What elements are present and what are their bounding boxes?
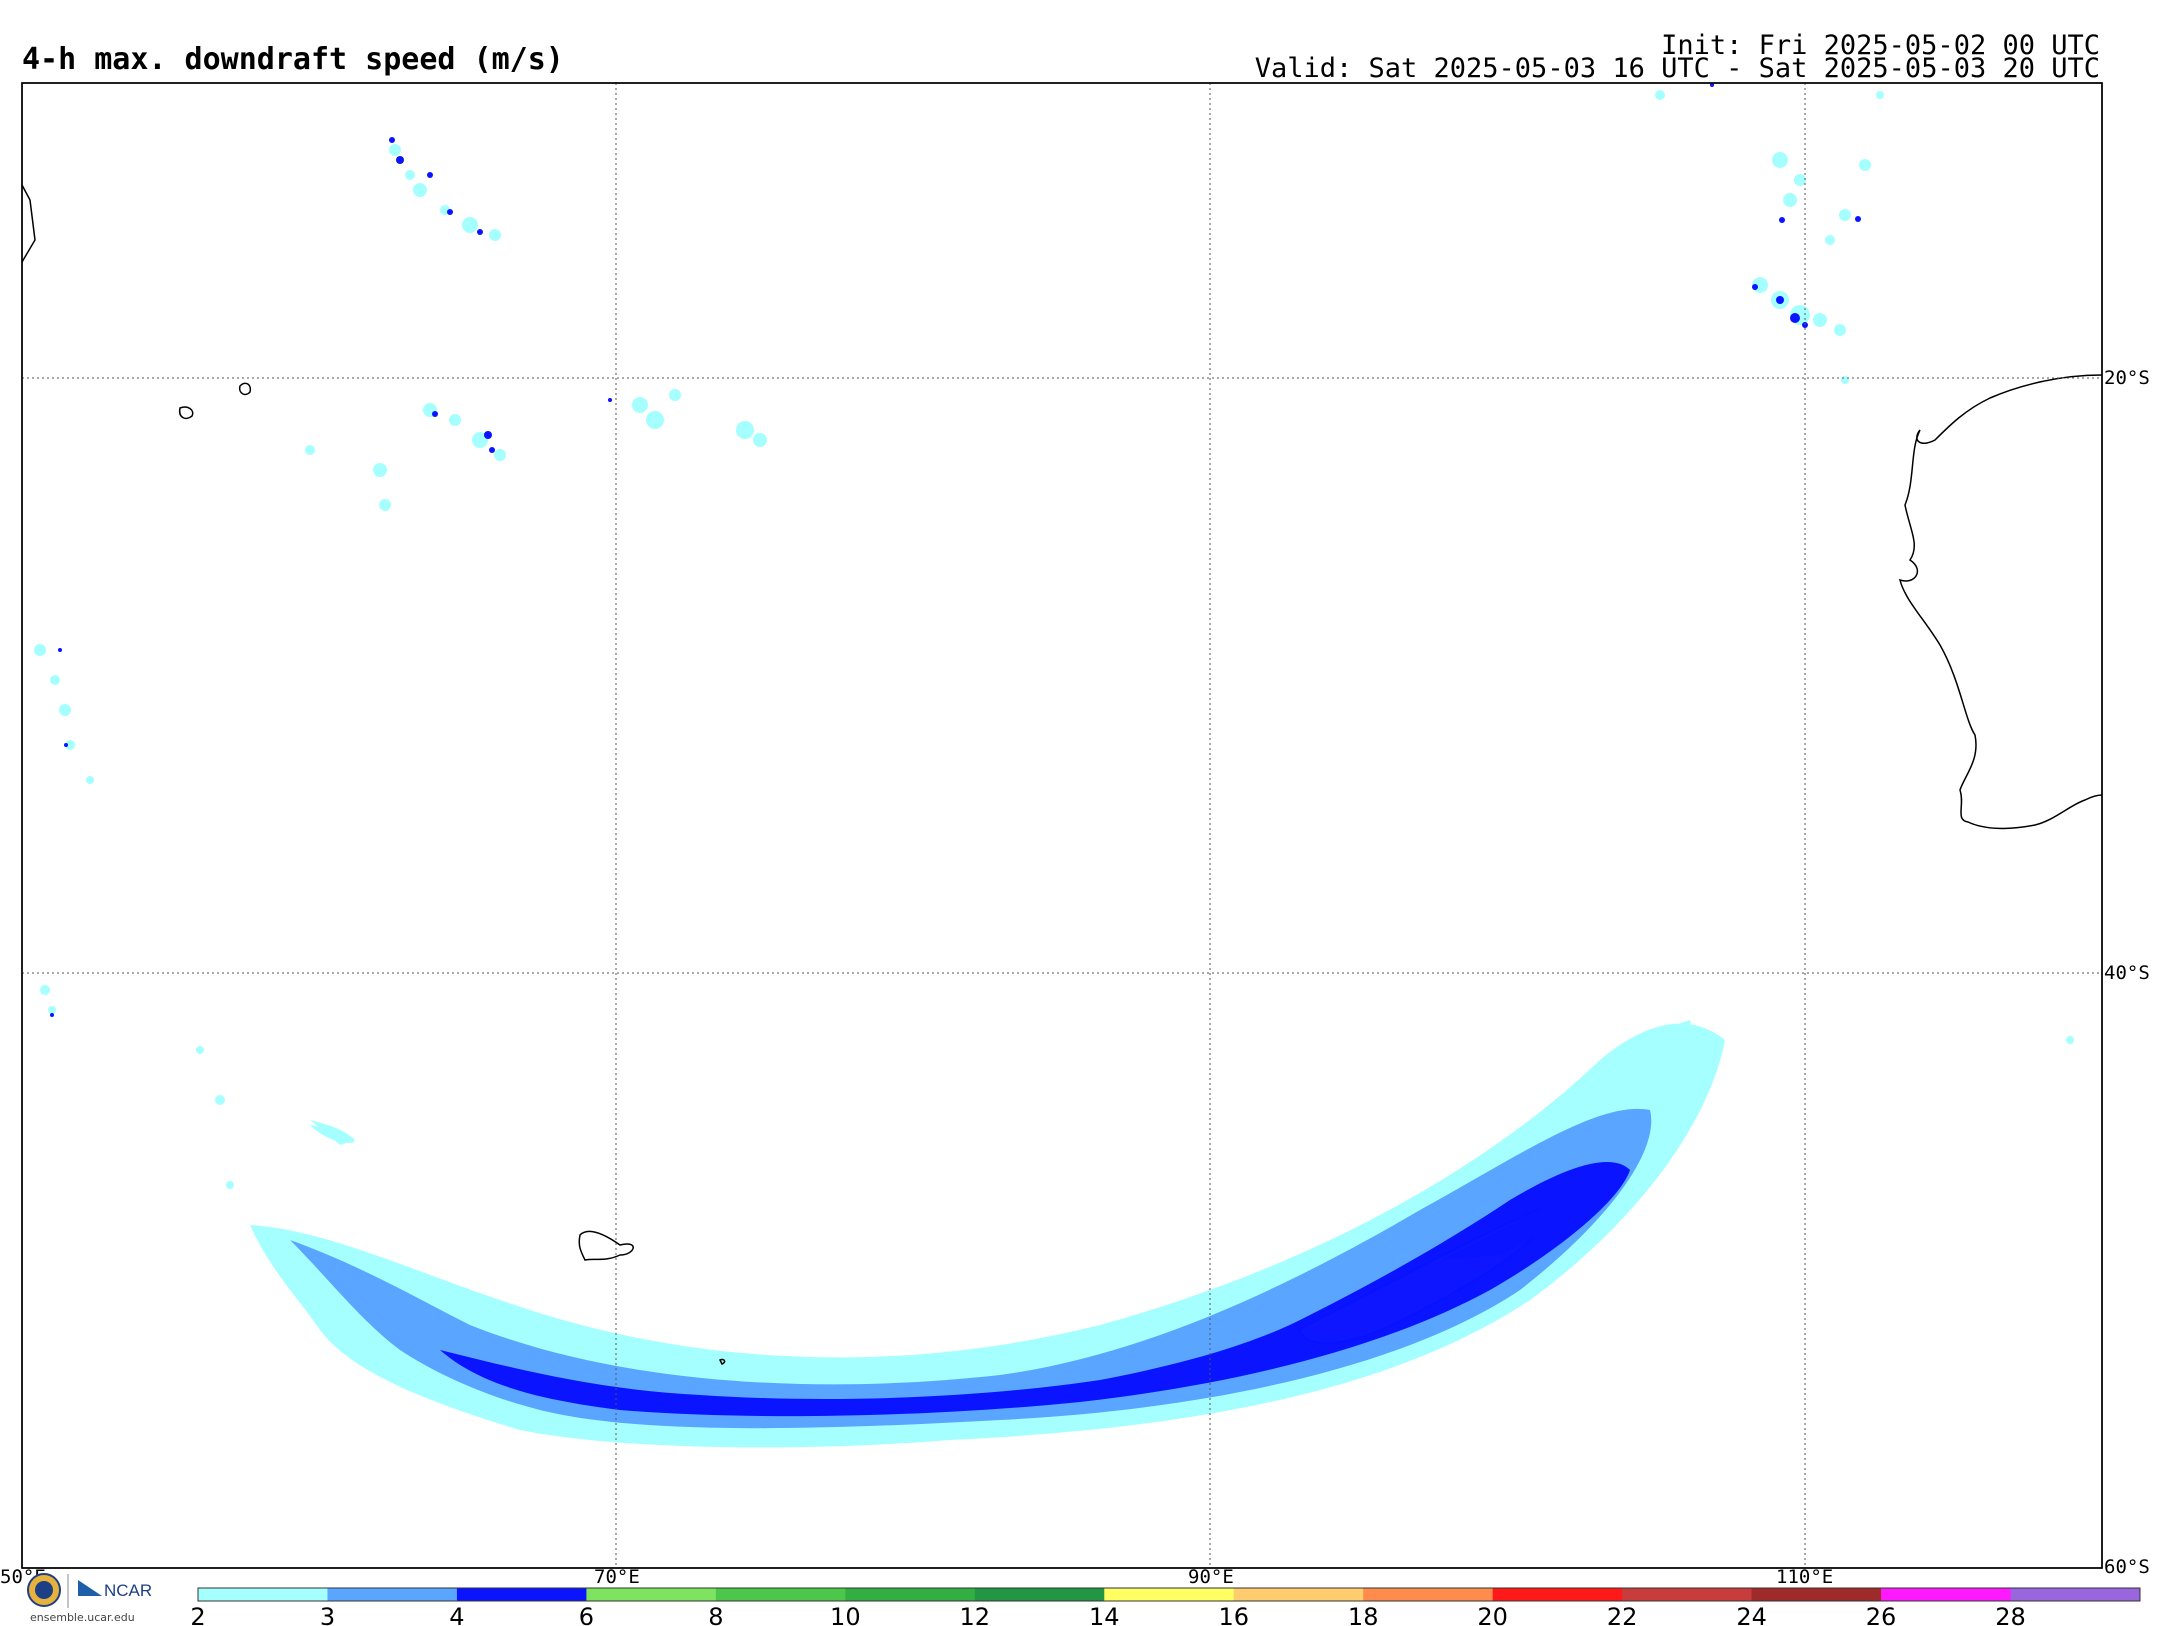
valid-time: Valid: Sat 2025-05-03 16 UTC - Sat 2025-… [1254, 53, 2100, 84]
map-title: 4-h max. downdraft speed (m/s) [22, 42, 564, 77]
colorbar-tick-label: 3 [320, 1603, 335, 1626]
colorbar-tick-label: 14 [1089, 1603, 1120, 1626]
colorbar-tick-label: 4 [449, 1603, 464, 1626]
nsf-ncar-logo [27, 1573, 102, 1608]
colorbar-swatch [1881, 1588, 2012, 1601]
lon-label-70e: 70°E [594, 1566, 640, 1588]
colorbar-tick-label: 6 [579, 1603, 594, 1626]
colorbar: 2 3 4 6 8 10 12 14 16 18 20 22 24 26 28 [190, 1587, 2141, 1626]
colorbar-tick-label: 28 [1995, 1603, 2026, 1626]
downdraft-field [250, 1020, 1725, 1448]
colorbar-tick-label: 2 [190, 1603, 205, 1626]
coast-kerguelen [578, 1230, 634, 1261]
axis-labels: 50°E 70°E 90°E 110°E 20°S 40°S 60°S [0, 367, 2150, 1588]
lon-label-90e: 90°E [1188, 1566, 1234, 1588]
lon-label-110e: 110°E [1776, 1566, 1833, 1588]
colorbar-swatch [715, 1588, 846, 1601]
colorbar-swatch [2010, 1588, 2141, 1601]
colorbar-swatch [1233, 1588, 1364, 1601]
ncar-mark-icon [78, 1580, 102, 1596]
colorbar-tick-label: 12 [960, 1603, 991, 1626]
field-level-2d [310, 1125, 355, 1143]
colorbar-swatch [1104, 1588, 1235, 1601]
colorbar-swatch [456, 1588, 587, 1601]
coast-reunion [178, 406, 194, 420]
ensemble-url: ensemble.ucar.edu [30, 1611, 135, 1624]
colorbar-tick-label: 26 [1866, 1603, 1897, 1626]
coast-heard-island [718, 1358, 726, 1365]
colorbar-swatch [1492, 1588, 1623, 1601]
field-level-4c [1440, 1180, 1602, 1260]
coastlines [21, 184, 2103, 1365]
coast-mauritius [238, 382, 252, 396]
colorbar-swatch [1751, 1588, 1882, 1601]
colorbar-tick-label: 16 [1218, 1603, 1249, 1626]
colorbar-tick-label: 22 [1607, 1603, 1638, 1626]
colorbar-swatch [845, 1588, 976, 1601]
scattered-cells [34, 83, 2074, 1189]
colorbar-tick-label: 20 [1477, 1603, 1508, 1626]
init-time: Init: Fri 2025-05-02 00 UTC [1661, 30, 2100, 61]
field-level-4 [440, 1161, 1630, 1417]
colorbar-frame [197, 1587, 2141, 1602]
graticule [22, 83, 2102, 1568]
lat-label-60s: 60°S [2104, 1556, 2150, 1578]
colorbar-tick-label: 10 [830, 1603, 861, 1626]
colorbar-swatch [974, 1588, 1105, 1601]
lat-label-40s: 40°S [2104, 962, 2150, 984]
colorbar-swatch [198, 1588, 328, 1601]
field-level-2b [1580, 1020, 1692, 1140]
colorbar-tick-label: 18 [1348, 1603, 1379, 1626]
coast-madagascar [21, 184, 36, 263]
ncar-logo-text: NCAR [104, 1581, 153, 1600]
colorbar-swatch [586, 1588, 717, 1601]
colorbar-swatch [327, 1588, 458, 1601]
colorbar-tick-label: 8 [708, 1603, 723, 1626]
lat-label-20s: 20°S [2104, 367, 2150, 389]
colorbar-swatch [1363, 1588, 1494, 1601]
colorbar-swatch [1622, 1588, 1753, 1601]
colorbar-tick-label: 24 [1736, 1603, 1767, 1626]
coast-australia [1898, 374, 2103, 830]
